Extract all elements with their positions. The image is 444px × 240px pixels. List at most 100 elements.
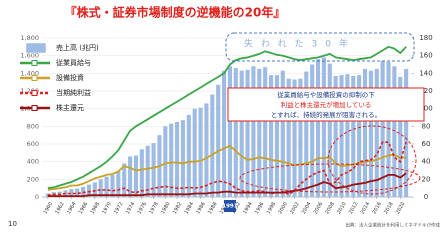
y-tick-label: 400 [27,158,39,166]
bar [398,76,403,197]
bar [392,66,397,198]
legend-label: 従業員給与 [56,58,91,67]
legend-label: 売上高 (兆円) [56,43,99,52]
bar [92,182,97,197]
x-tick-label: 1964 [66,201,78,215]
legend-label: 株主還元 [56,103,84,112]
bar [357,75,362,197]
x-tick-label: 1960 [43,201,55,215]
x-tick-label: 2020 [395,201,407,215]
bar [304,71,309,197]
bar [104,176,109,197]
bar [216,84,221,197]
legend-swatch [25,42,47,54]
bar [404,68,409,198]
bar [128,156,133,197]
x-tick-label: 2018 [383,201,395,215]
bar [315,59,321,198]
bar [110,174,115,197]
highlight-ellipse [327,125,417,195]
y-tick-label: 1,600 [20,52,39,60]
legend-marker [31,105,38,111]
bar [280,70,285,197]
bar [86,184,92,197]
x-tick-label: 1994 [242,201,254,215]
source-note: 出典：法人企業統計を利用しミネギドキが作成 [346,222,441,229]
bar [151,143,156,197]
period-label: 失われた30年 [244,38,356,50]
y2-tick-label: 120 [419,87,432,95]
x-tick-label: 1996 [254,201,266,215]
y-tick-label: 1,800 [20,34,39,42]
bar [263,67,268,198]
bar [268,75,274,197]
bar [327,63,332,197]
y2-tick-label: 80 [422,122,431,130]
bar [368,70,373,197]
x-tick-label: 1986 [195,201,207,215]
bar [210,94,215,197]
x-tick-label: 1980 [160,201,172,215]
bar [374,68,379,198]
legend-label: 当期純利益 [56,88,91,97]
bar [333,75,338,197]
bar [286,78,291,197]
legend-marker [31,60,38,66]
bar [169,123,174,197]
x-tick-label: 1984 [183,201,195,215]
y-tick-label: 0 [35,193,39,201]
plot-area: 02004006008001,0001,2001,4001,6001,80002… [20,34,433,215]
period-frame [225,32,415,62]
legend-marker [31,90,38,96]
bar [198,107,203,197]
y-tick-label: 1,200 [20,87,39,95]
x-tick-label: 2016 [371,201,383,215]
bar [180,120,186,197]
series-line [47,45,407,190]
bar [251,66,256,198]
x-tick-label: 2004 [301,201,313,215]
x-tick-label: 1978 [148,201,160,215]
bar [222,70,227,197]
bar [204,103,209,197]
y2-tick-label: 40 [422,158,431,166]
bar [175,121,180,197]
bar [145,145,150,197]
bar [139,149,144,197]
bar [122,163,127,197]
x-tick-label: 1998 [266,201,278,215]
x-tick-label: 1992 [230,201,242,215]
x-tick-label: 2002 [289,201,301,215]
bar [362,68,368,198]
x-tick-label: 1962 [54,201,66,215]
x-tick-label: 1968 [90,201,102,215]
annotation-line: 従業員給与や設備投資の抑制の下 [277,90,375,99]
x-tick-label: 2014 [360,201,372,215]
y2-tick-label: 140 [419,69,432,77]
annotation-box [227,87,425,122]
bar [45,193,50,197]
x-tick-label: 1974 [125,201,137,215]
bar [310,64,315,197]
bar [245,69,250,197]
x-tick-label: 1970 [101,201,113,215]
x-tick-label: 2008 [324,201,336,215]
y2-tick-label: 60 [422,140,431,148]
legend-label: 設備投資 [56,73,84,82]
x-tick-label: 1966 [78,201,90,215]
bar [380,60,385,197]
bar [98,179,103,197]
x-tick-label: 1972 [113,201,125,215]
bar [133,155,139,197]
x-tick-label: 1988 [207,201,219,215]
series-line [47,172,407,197]
bar [75,188,80,197]
y2-tick-label: 100 [419,105,432,113]
bar [298,78,303,197]
bar [292,79,297,197]
y2-tick-label: 0 [424,193,428,201]
bar [192,108,197,197]
y2-tick-label: 160 [419,52,432,60]
x-tick-label: 2000 [277,201,289,215]
y-tick-label: 200 [27,175,39,183]
